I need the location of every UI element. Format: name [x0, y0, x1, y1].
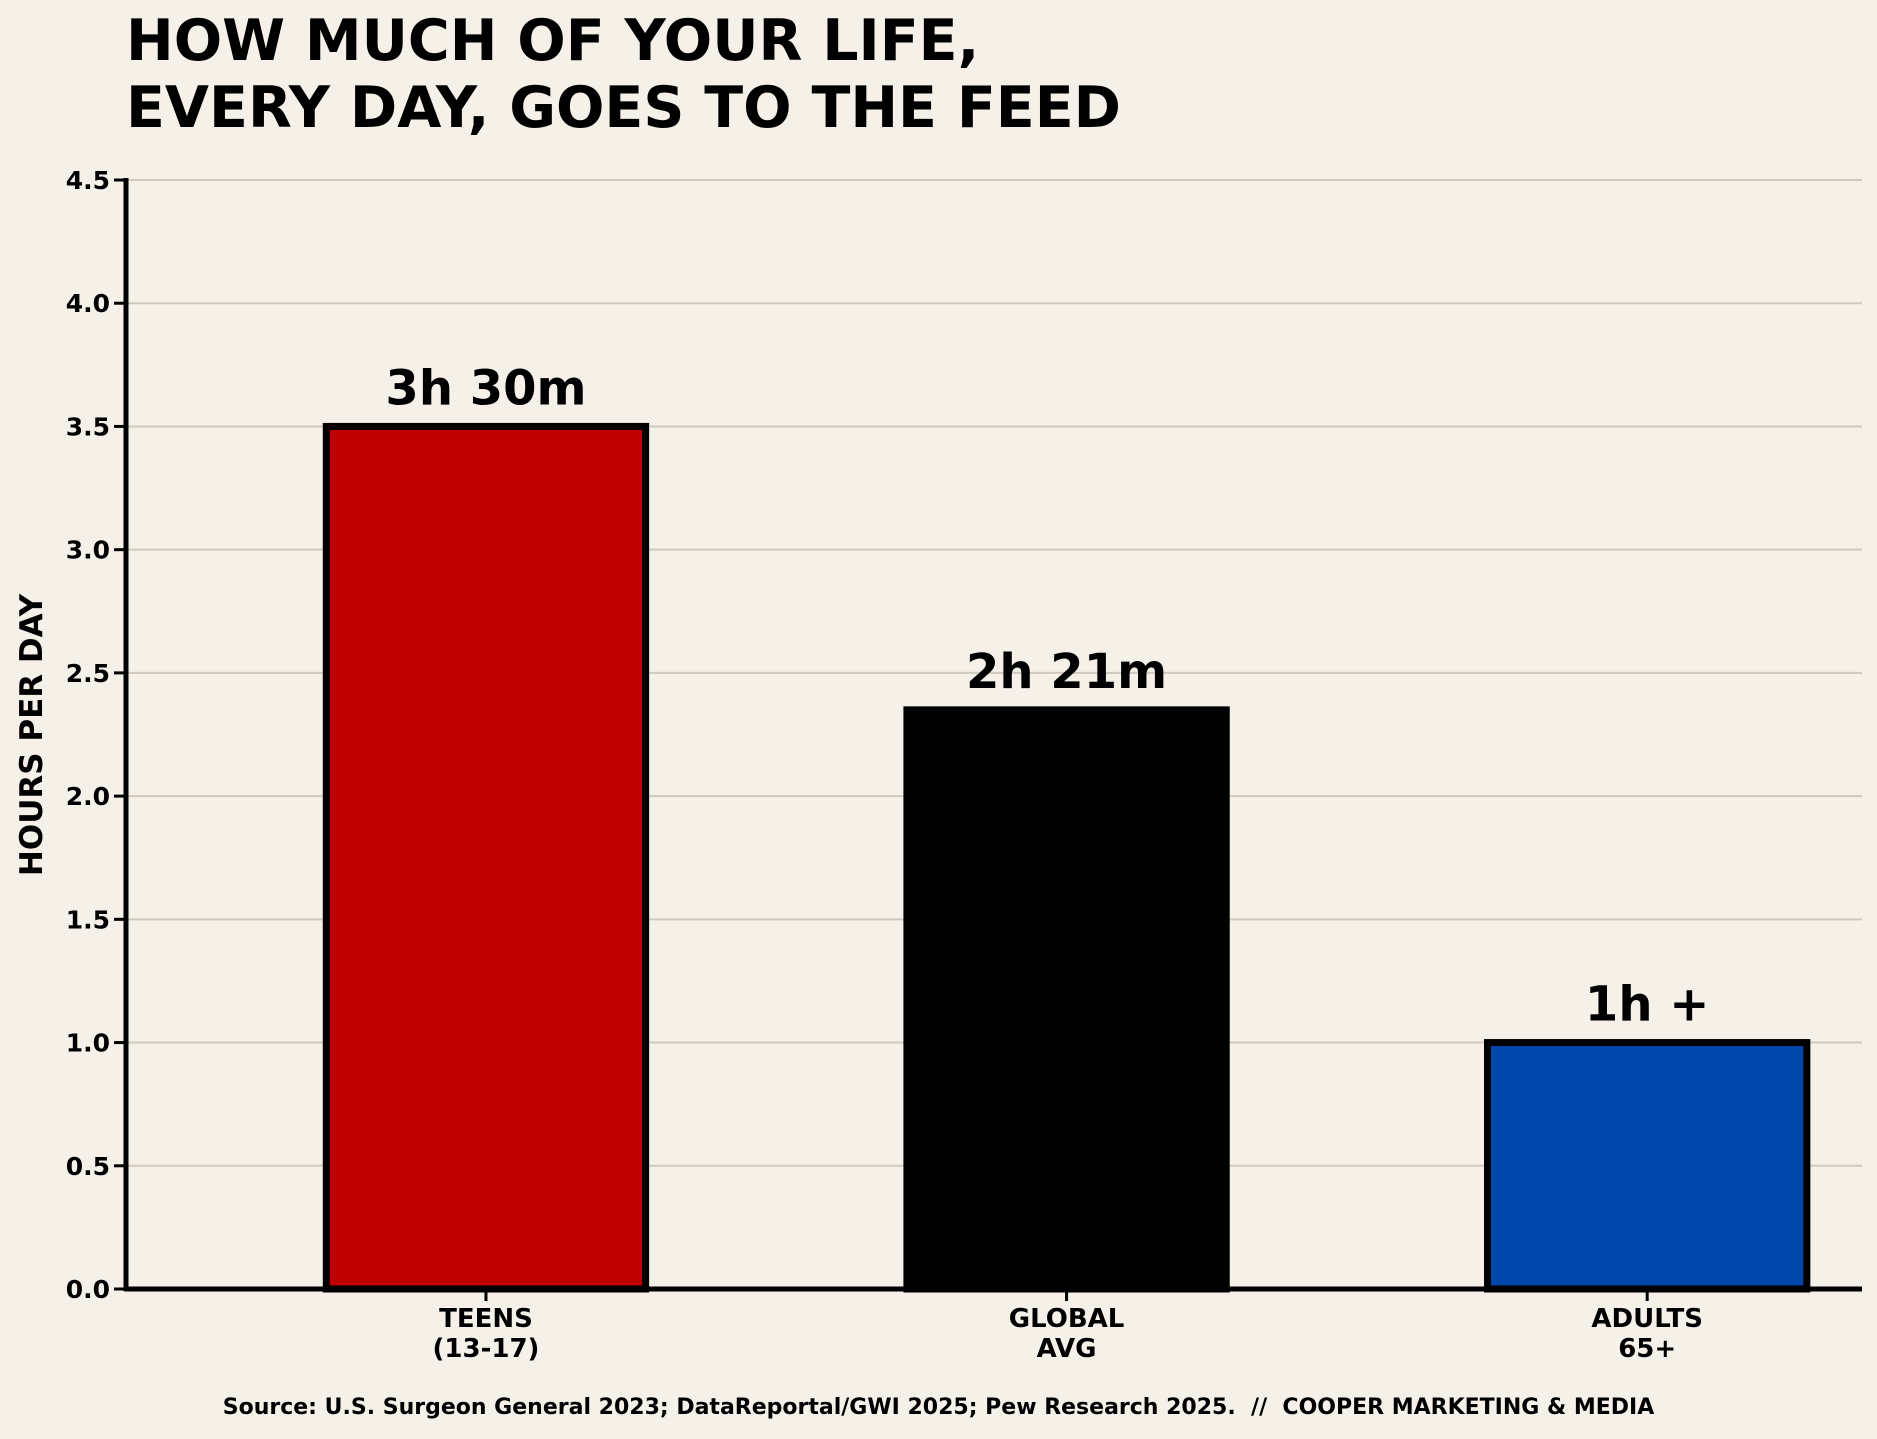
y-tick-label: 2.5: [66, 659, 110, 688]
data-labels: 3h 30m 2h 21m 1h +: [385, 360, 1709, 1032]
y-tick-label: 2.0: [66, 782, 110, 811]
y-tick-label: 4.5: [66, 166, 110, 195]
bar: [322, 422, 650, 1293]
x-tick-label: TEENS: [439, 1304, 533, 1334]
y-tick-label: 4.0: [66, 289, 110, 318]
y-tick-label: 0.0: [66, 1275, 110, 1304]
bar: [903, 706, 1230, 1293]
data-label: 2h 21m: [966, 644, 1167, 700]
y-tick-label: 1.0: [66, 1029, 110, 1058]
y-tick-label: 0.5: [66, 1152, 110, 1181]
y-tick-label: 3.0: [66, 536, 110, 565]
y-axis-label: HOURS PER DAY: [14, 593, 50, 876]
x-tick-label: ADULTS: [1591, 1304, 1703, 1334]
bars: [322, 422, 1811, 1293]
y-tick-label: 3.5: [66, 412, 110, 441]
data-label: 3h 30m: [385, 360, 586, 416]
x-tick-label: 65+: [1618, 1334, 1676, 1364]
chart-title-line-2: EVERY DAY, GOES TO THE FEED: [126, 75, 1121, 141]
source-note: Source: U.S. Surgeon General 2023; DataR…: [222, 1395, 1655, 1420]
axes: [123, 178, 1862, 1292]
y-ticks: 0.0 0.5 1.0 1.5 2.0 2.5 3.0 3.5 4.0 4.5: [66, 166, 126, 1304]
y-tick-label: 1.5: [66, 905, 110, 934]
bar: [1484, 1039, 1811, 1293]
chart-title-line-1: HOW MUCH OF YOUR LIFE,: [126, 8, 980, 74]
x-tick-label: GLOBAL: [1009, 1304, 1125, 1334]
chart-title: HOW MUCH OF YOUR LIFE, EVERY DAY, GOES T…: [126, 8, 1121, 142]
x-tick-label: (13-17): [433, 1334, 540, 1364]
data-label: 1h +: [1585, 977, 1710, 1033]
x-tick-label: AVG: [1037, 1334, 1097, 1364]
